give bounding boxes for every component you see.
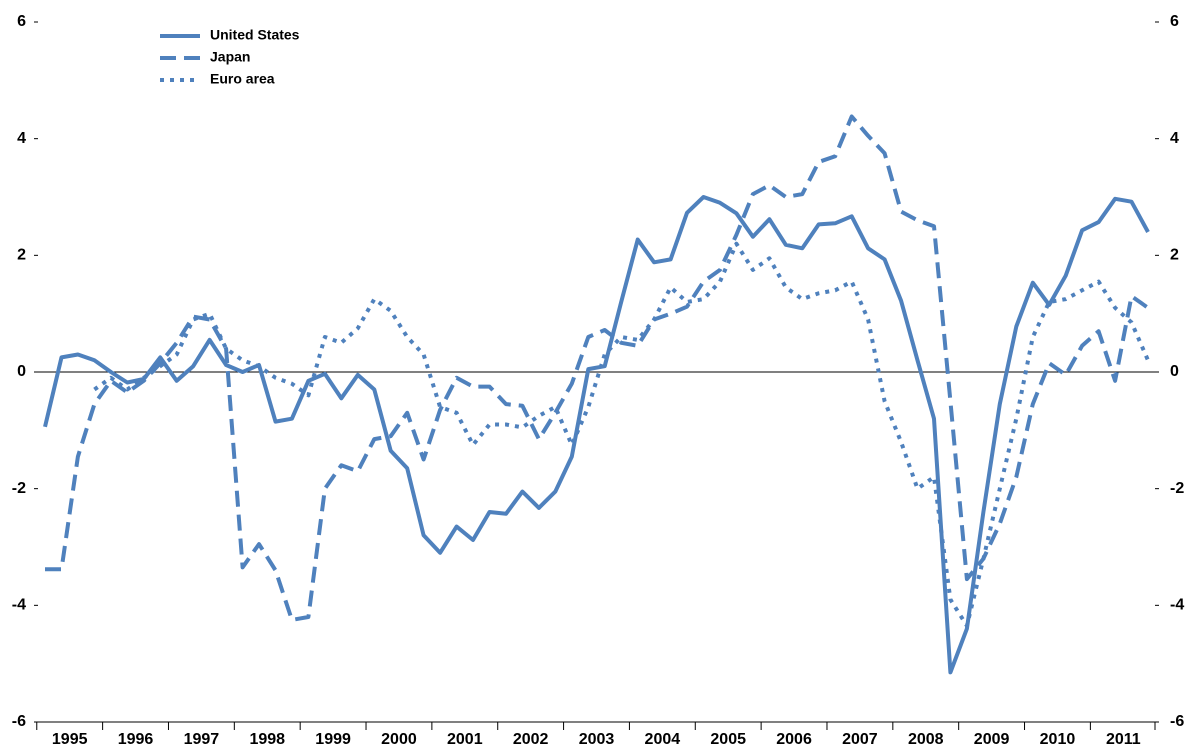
x-tick-label: 2003 [579,731,615,748]
legend-label: United States [210,27,300,43]
y-tick-label: 6 [17,13,26,30]
x-tick-label: 2000 [381,731,417,748]
x-tick-label: 2002 [513,731,549,748]
x-tick-label: 1996 [118,731,154,748]
y-tick-label: -2 [12,480,26,497]
y-tick-label: 4 [17,130,26,147]
y-tick-label: -6 [12,713,26,730]
x-tick-label: 1999 [315,731,351,748]
y-tick-label: -4 [12,597,26,614]
x-tick-label: 2005 [710,731,746,748]
x-tick-label: 2008 [908,731,944,748]
y2-tick-label: -2 [1170,480,1184,497]
x-tick-label: 1997 [184,731,220,748]
x-tick-label: 2010 [1040,731,1076,748]
series-line [45,114,1150,622]
y2-tick-label: 2 [1170,247,1179,264]
y-tick-label: 2 [17,247,26,264]
y-tick-label: 0 [17,363,26,380]
y2-tick-label: -4 [1170,597,1184,614]
x-tick-label: 2001 [447,731,483,748]
x-tick-label: 2006 [776,731,812,748]
x-tick-label: 2007 [842,731,878,748]
series-line [43,195,1150,675]
x-tick-label: 2009 [974,731,1010,748]
x-tick-label: 2004 [645,731,681,748]
y2-tick-label: 0 [1170,363,1179,380]
x-tick-label: 1998 [249,731,285,748]
legend-label: Japan [210,49,250,65]
y2-tick-label: 6 [1170,13,1179,30]
y2-tick-label: -6 [1170,713,1184,730]
x-tick-label: 2011 [1106,731,1141,748]
x-tick-label: 1995 [52,731,88,748]
legend-label: Euro area [210,71,275,87]
y2-tick-label: 4 [1170,130,1179,147]
